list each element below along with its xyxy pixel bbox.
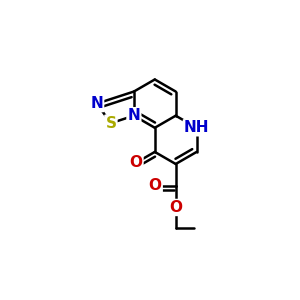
Text: N: N bbox=[90, 96, 103, 111]
Text: O: O bbox=[169, 200, 182, 215]
Text: N: N bbox=[128, 108, 140, 123]
Text: O: O bbox=[130, 155, 142, 170]
Text: O: O bbox=[149, 178, 162, 193]
Text: NH: NH bbox=[184, 120, 209, 135]
Text: S: S bbox=[105, 116, 116, 131]
